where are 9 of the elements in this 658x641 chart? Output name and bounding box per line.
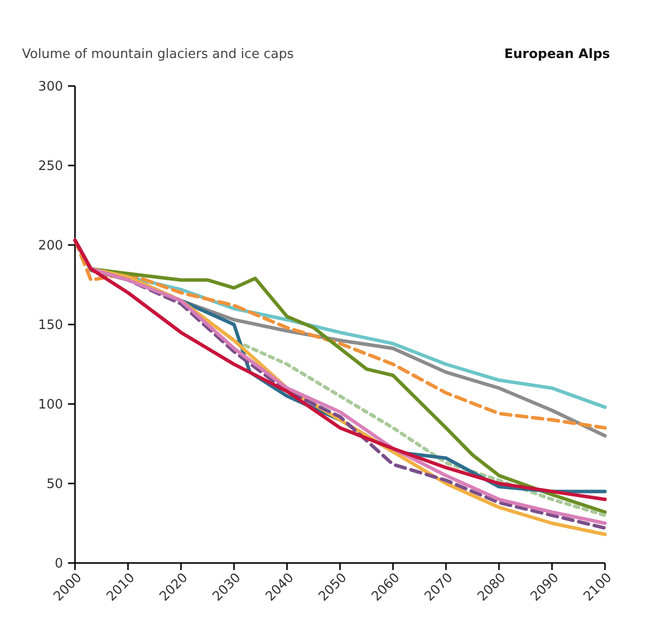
y-tick-label: 200 — [38, 238, 63, 254]
y-tick-label: 300 — [38, 80, 63, 95]
y-tick-label: 100 — [38, 398, 63, 413]
y-tick-label: 150 — [38, 318, 63, 334]
chart-title: Volume of mountain glaciers and ice caps — [22, 47, 294, 62]
chart-subtitle: European Alps — [504, 47, 610, 62]
y-tick-label: 250 — [38, 159, 63, 174]
y-tick-label: 50 — [46, 477, 63, 492]
y-tick-label: 0 — [54, 556, 63, 572]
